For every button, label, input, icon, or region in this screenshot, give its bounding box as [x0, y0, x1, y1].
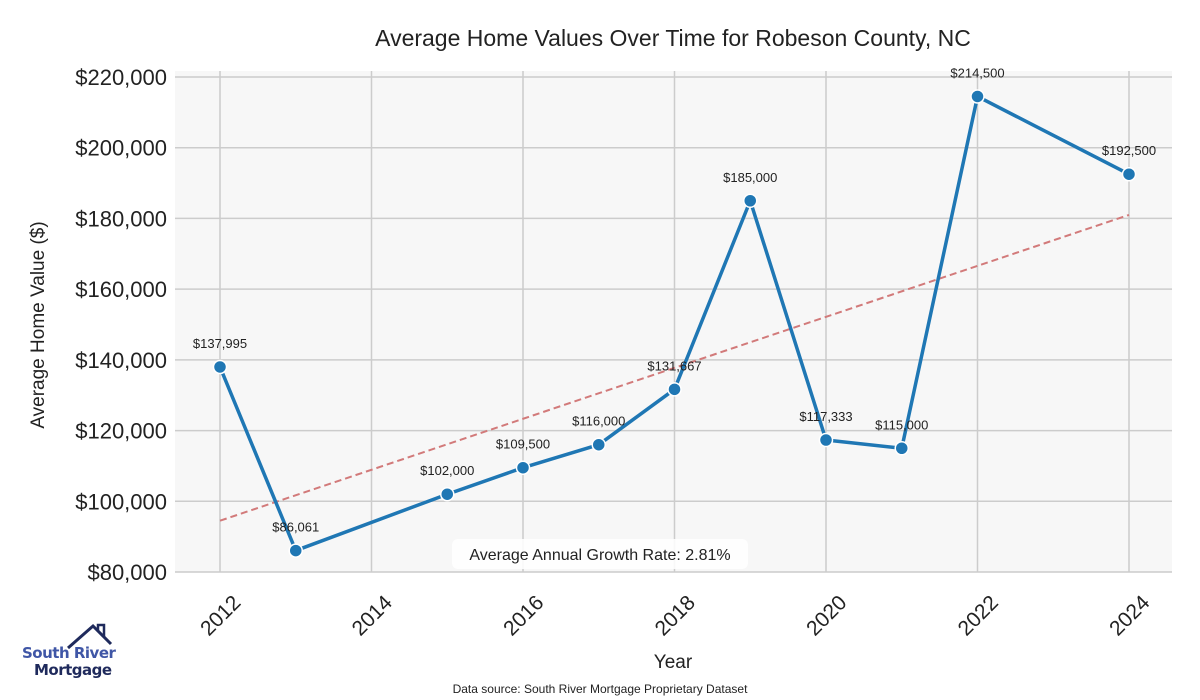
data-label: $115,000 — [875, 417, 928, 432]
data-point — [818, 432, 834, 448]
data-point — [212, 359, 228, 375]
data-label: $137,995 — [193, 336, 247, 351]
x-tick-label: 2014 — [348, 591, 398, 641]
y-tick-label: $140,000 — [75, 348, 167, 373]
y-tick-label: $80,000 — [87, 560, 167, 585]
y-axis-label: Average Home Value ($) — [28, 221, 49, 428]
annotation-box — [452, 539, 748, 569]
data-point — [440, 486, 455, 502]
x-tick-label: 2012 — [196, 591, 245, 640]
x-axis-label: Year — [654, 652, 693, 673]
house-roof-icon — [67, 623, 113, 650]
data-label: $109,500 — [496, 437, 550, 452]
y-tick-label: $220,000 — [75, 65, 167, 90]
data-label: $116,000 — [572, 414, 625, 429]
y-tick-label: $160,000 — [75, 277, 167, 302]
plot-area — [175, 71, 1172, 572]
data-label: $131,667 — [647, 358, 701, 373]
data-label: $117,333 — [799, 409, 852, 424]
growth-rate-annotation: Average Annual Growth Rate: 2.81% — [469, 547, 730, 564]
data-label: $86,061 — [272, 520, 319, 535]
x-tick-label: 2020 — [802, 591, 851, 640]
x-tick-label: 2024 — [1105, 591, 1155, 641]
y-tick-label: $120,000 — [75, 419, 167, 444]
x-tick-label: 2018 — [651, 591, 700, 640]
data-label: $214,500 — [950, 65, 1004, 80]
data-point — [1121, 166, 1137, 182]
x-tick-label: 2016 — [499, 591, 548, 640]
data-point — [515, 460, 531, 475]
y-tick-label: $200,000 — [75, 136, 167, 161]
x-tick-label: 2022 — [954, 591, 1003, 640]
data-point — [743, 193, 758, 208]
south-river-mortgage-logo: South River Mortgage — [22, 622, 122, 682]
chart-title: Average Home Values Over Time for Robeso… — [375, 25, 971, 51]
data-point — [970, 89, 985, 104]
data-label: $192,500 — [1102, 143, 1156, 158]
data-source-note: Data source: South River Mortgage Propri… — [453, 682, 748, 696]
data-label: $102,000 — [420, 463, 474, 478]
trend-line — [219, 213, 1130, 522]
data-point — [288, 543, 303, 558]
data-point — [894, 441, 909, 456]
data-label: $185,000 — [723, 170, 777, 185]
data-point — [591, 437, 606, 452]
y-tick-label: $100,000 — [75, 489, 167, 514]
data-point — [667, 382, 682, 397]
y-tick-label: $180,000 — [75, 206, 167, 231]
